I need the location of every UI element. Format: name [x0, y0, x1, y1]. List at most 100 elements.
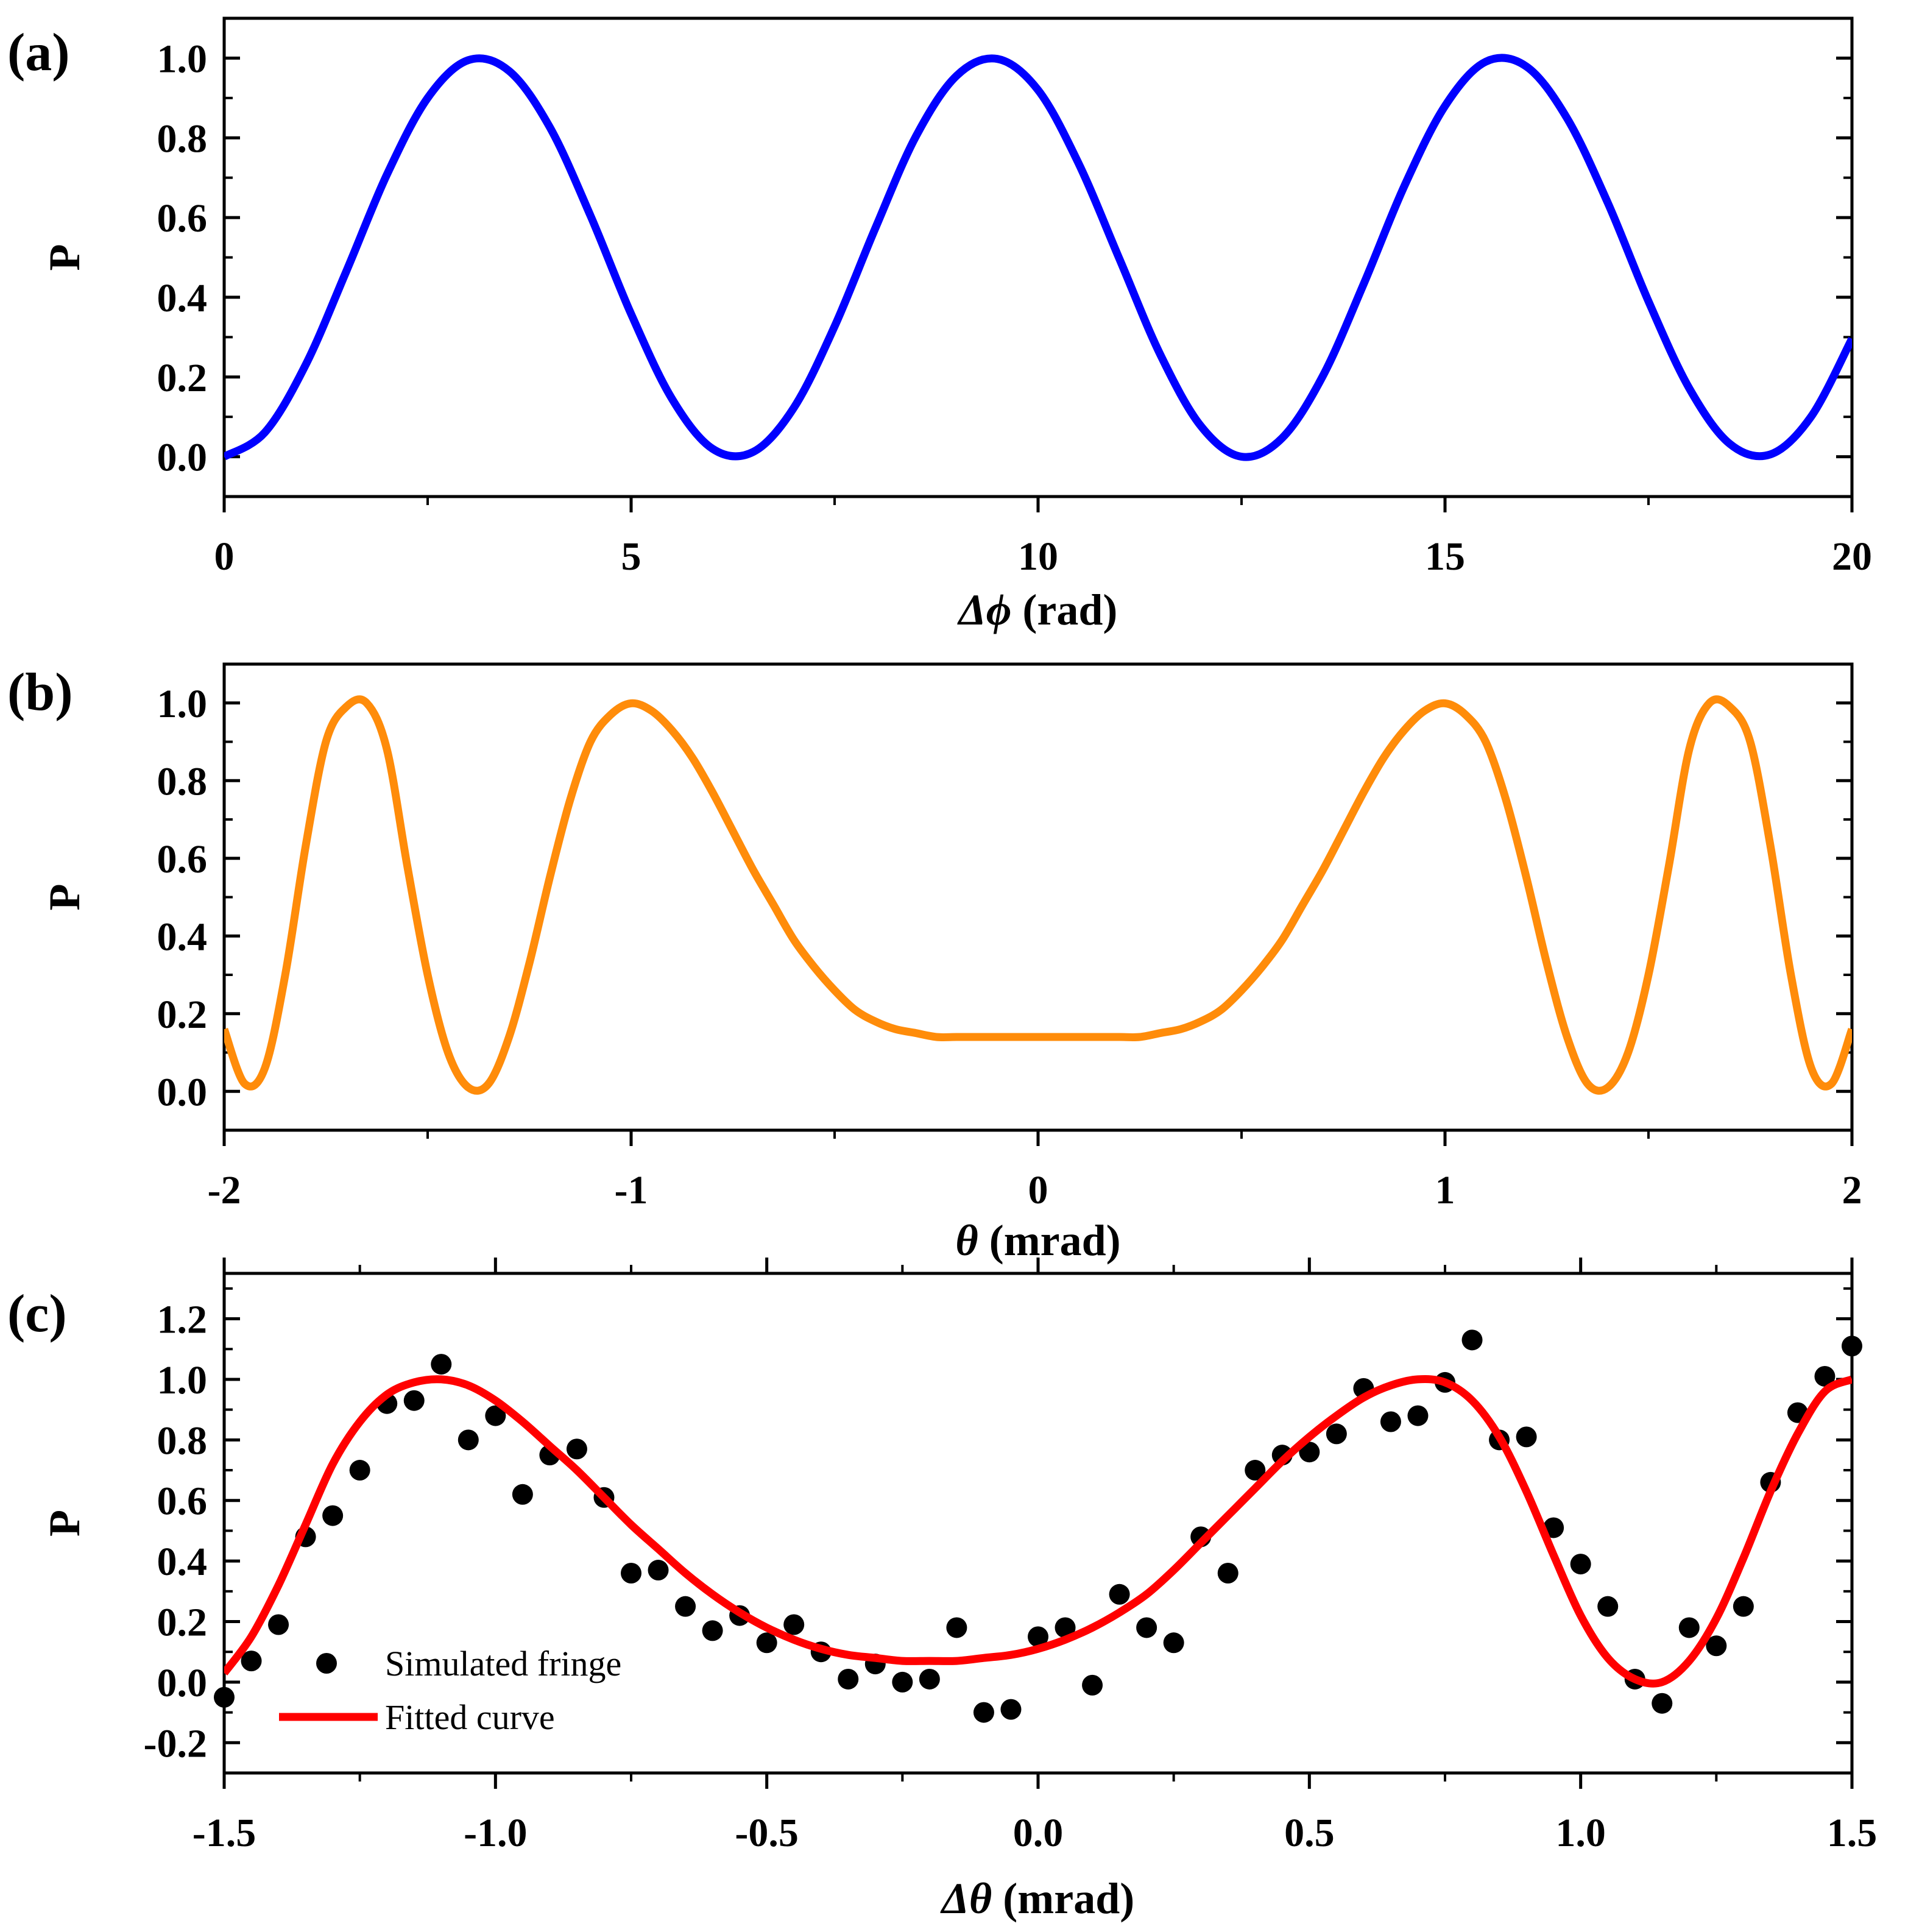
y-axis-label: P	[40, 884, 89, 911]
x-tick-label: 15	[1425, 534, 1465, 579]
data-point	[1055, 1617, 1076, 1638]
data-point	[892, 1671, 913, 1693]
y-tick-label: 0.8	[157, 759, 208, 804]
legend-marker-dot	[316, 1653, 337, 1674]
y-tick-label: 1.0	[157, 682, 208, 726]
data-point	[648, 1560, 669, 1581]
y-tick-label: 0.2	[157, 356, 208, 400]
data-point	[1245, 1460, 1266, 1481]
y-tick-label: 0.4	[157, 1540, 208, 1584]
y-tick-label: 0.2	[157, 1601, 208, 1645]
x-tick-label: -1	[615, 1168, 648, 1212]
data-point	[1814, 1365, 1836, 1387]
panel-c: (c) -0.2 0.0 0.2 0.4 0.6 0.8 1.0 1.2 -1.5 -1.0 -0.5…	[7, 1258, 1877, 1923]
x-tick-label: -0.5	[735, 1811, 798, 1855]
panel-label: (c)	[7, 1284, 67, 1343]
y-tick-label: 0.6	[157, 196, 208, 241]
data-point	[838, 1668, 859, 1690]
data-point	[919, 1668, 940, 1690]
panel-a: (a) 0.0 0.2 0.4 0.6 0.8 1.0 0 5 10 15 20 Δϕ (rad) P	[7, 16, 1872, 634]
data-point	[268, 1614, 289, 1635]
data-point	[1678, 1617, 1700, 1638]
data-point	[1136, 1617, 1157, 1638]
x-tick-label: 5	[621, 534, 641, 579]
y-tick-label: 0.0	[157, 1661, 208, 1705]
data-point	[1461, 1329, 1483, 1351]
x-tick-label: 1.5	[1827, 1811, 1878, 1855]
y-tick-label: 0.0	[157, 1070, 208, 1114]
data-point	[1326, 1423, 1347, 1445]
x-tick-label: 0	[1028, 1168, 1048, 1212]
x-tick-label: -2	[208, 1168, 241, 1212]
x-tick-label: 0	[214, 534, 235, 579]
plot-frame	[222, 662, 1854, 1132]
data-point	[756, 1632, 777, 1654]
data-point	[485, 1405, 506, 1426]
data-point	[512, 1484, 533, 1505]
y-tick-label: 1.0	[157, 1358, 208, 1403]
y-tick-label: 1.2	[157, 1298, 208, 1342]
data-point	[1597, 1596, 1619, 1617]
y-tick-label: 0.0	[157, 436, 208, 480]
data-point	[1706, 1635, 1727, 1657]
x-axis-unit: (mrad)	[989, 1216, 1121, 1265]
data-point	[946, 1617, 967, 1638]
x-tick-label: -1.0	[464, 1811, 527, 1855]
y-axis-label: P	[40, 1510, 89, 1537]
x-tick-label: 2	[1842, 1168, 1862, 1212]
x-axis-unit: (rad)	[1022, 586, 1117, 634]
x-tick-label: 10	[1018, 534, 1058, 579]
data-point	[566, 1438, 587, 1460]
x-axis-label: Δθ (mrad)	[940, 1874, 1134, 1923]
x-axis-unit: (mrad)	[1003, 1874, 1134, 1923]
data-point	[322, 1505, 344, 1526]
data-point	[1516, 1426, 1537, 1448]
y-tick-label: 1.0	[157, 37, 208, 81]
y-tick-label: 0.8	[157, 1418, 208, 1463]
x-tick-label: -1.5	[193, 1811, 256, 1855]
data-point	[1407, 1405, 1429, 1426]
y-tick-label: 0.6	[157, 837, 208, 882]
y-tick-label: -0.2	[144, 1721, 207, 1766]
data-point	[1652, 1693, 1673, 1714]
x-tick-label: 20	[1832, 534, 1872, 579]
series-line	[224, 1375, 1852, 1688]
data-point	[241, 1651, 262, 1672]
y-tick-label: 0.8	[157, 116, 208, 161]
y-tick-label: 0.6	[157, 1479, 208, 1524]
x-axis-symbol: Δθ	[940, 1874, 992, 1923]
data-point	[1842, 1336, 1862, 1357]
data-point	[973, 1702, 994, 1723]
panel-label: (a)	[7, 23, 70, 82]
x-tick-label: 0.0	[1013, 1811, 1064, 1855]
y-axis-label: P	[40, 244, 89, 271]
data-point	[1380, 1411, 1401, 1432]
y-tick-label: 0.4	[157, 915, 208, 959]
panel-label: (b)	[7, 663, 73, 722]
series-line	[224, 695, 1852, 1095]
x-axis-symbol: θ	[955, 1216, 978, 1265]
data-point	[349, 1460, 370, 1481]
data-point	[1163, 1632, 1184, 1654]
data-point	[1109, 1583, 1130, 1605]
x-tick-label: 1	[1435, 1168, 1455, 1212]
data-point	[403, 1390, 425, 1411]
data-point	[458, 1429, 479, 1451]
data-point	[1028, 1626, 1048, 1647]
legend-label: Fitted curve	[385, 1697, 555, 1737]
data-point	[1733, 1596, 1754, 1617]
y-tick-label: 0.2	[157, 993, 208, 1037]
x-tick-label: 0.5	[1284, 1811, 1335, 1855]
data-point	[1570, 1554, 1591, 1575]
legend-label: Simulated fringe	[385, 1644, 621, 1683]
data-point	[1082, 1674, 1103, 1696]
panel-b: (b) 0.0 0.2 0.4 0.6 0.8 1.0 -2 -1 0 1 2 θ (mrad) P	[7, 662, 1862, 1265]
data-point	[1217, 1563, 1238, 1583]
x-axis-symbol: Δϕ	[957, 586, 1012, 634]
data-point	[1299, 1442, 1320, 1463]
data-point	[214, 1686, 235, 1708]
data-point	[702, 1620, 723, 1641]
data-point	[621, 1563, 641, 1583]
series-line	[224, 54, 1852, 461]
